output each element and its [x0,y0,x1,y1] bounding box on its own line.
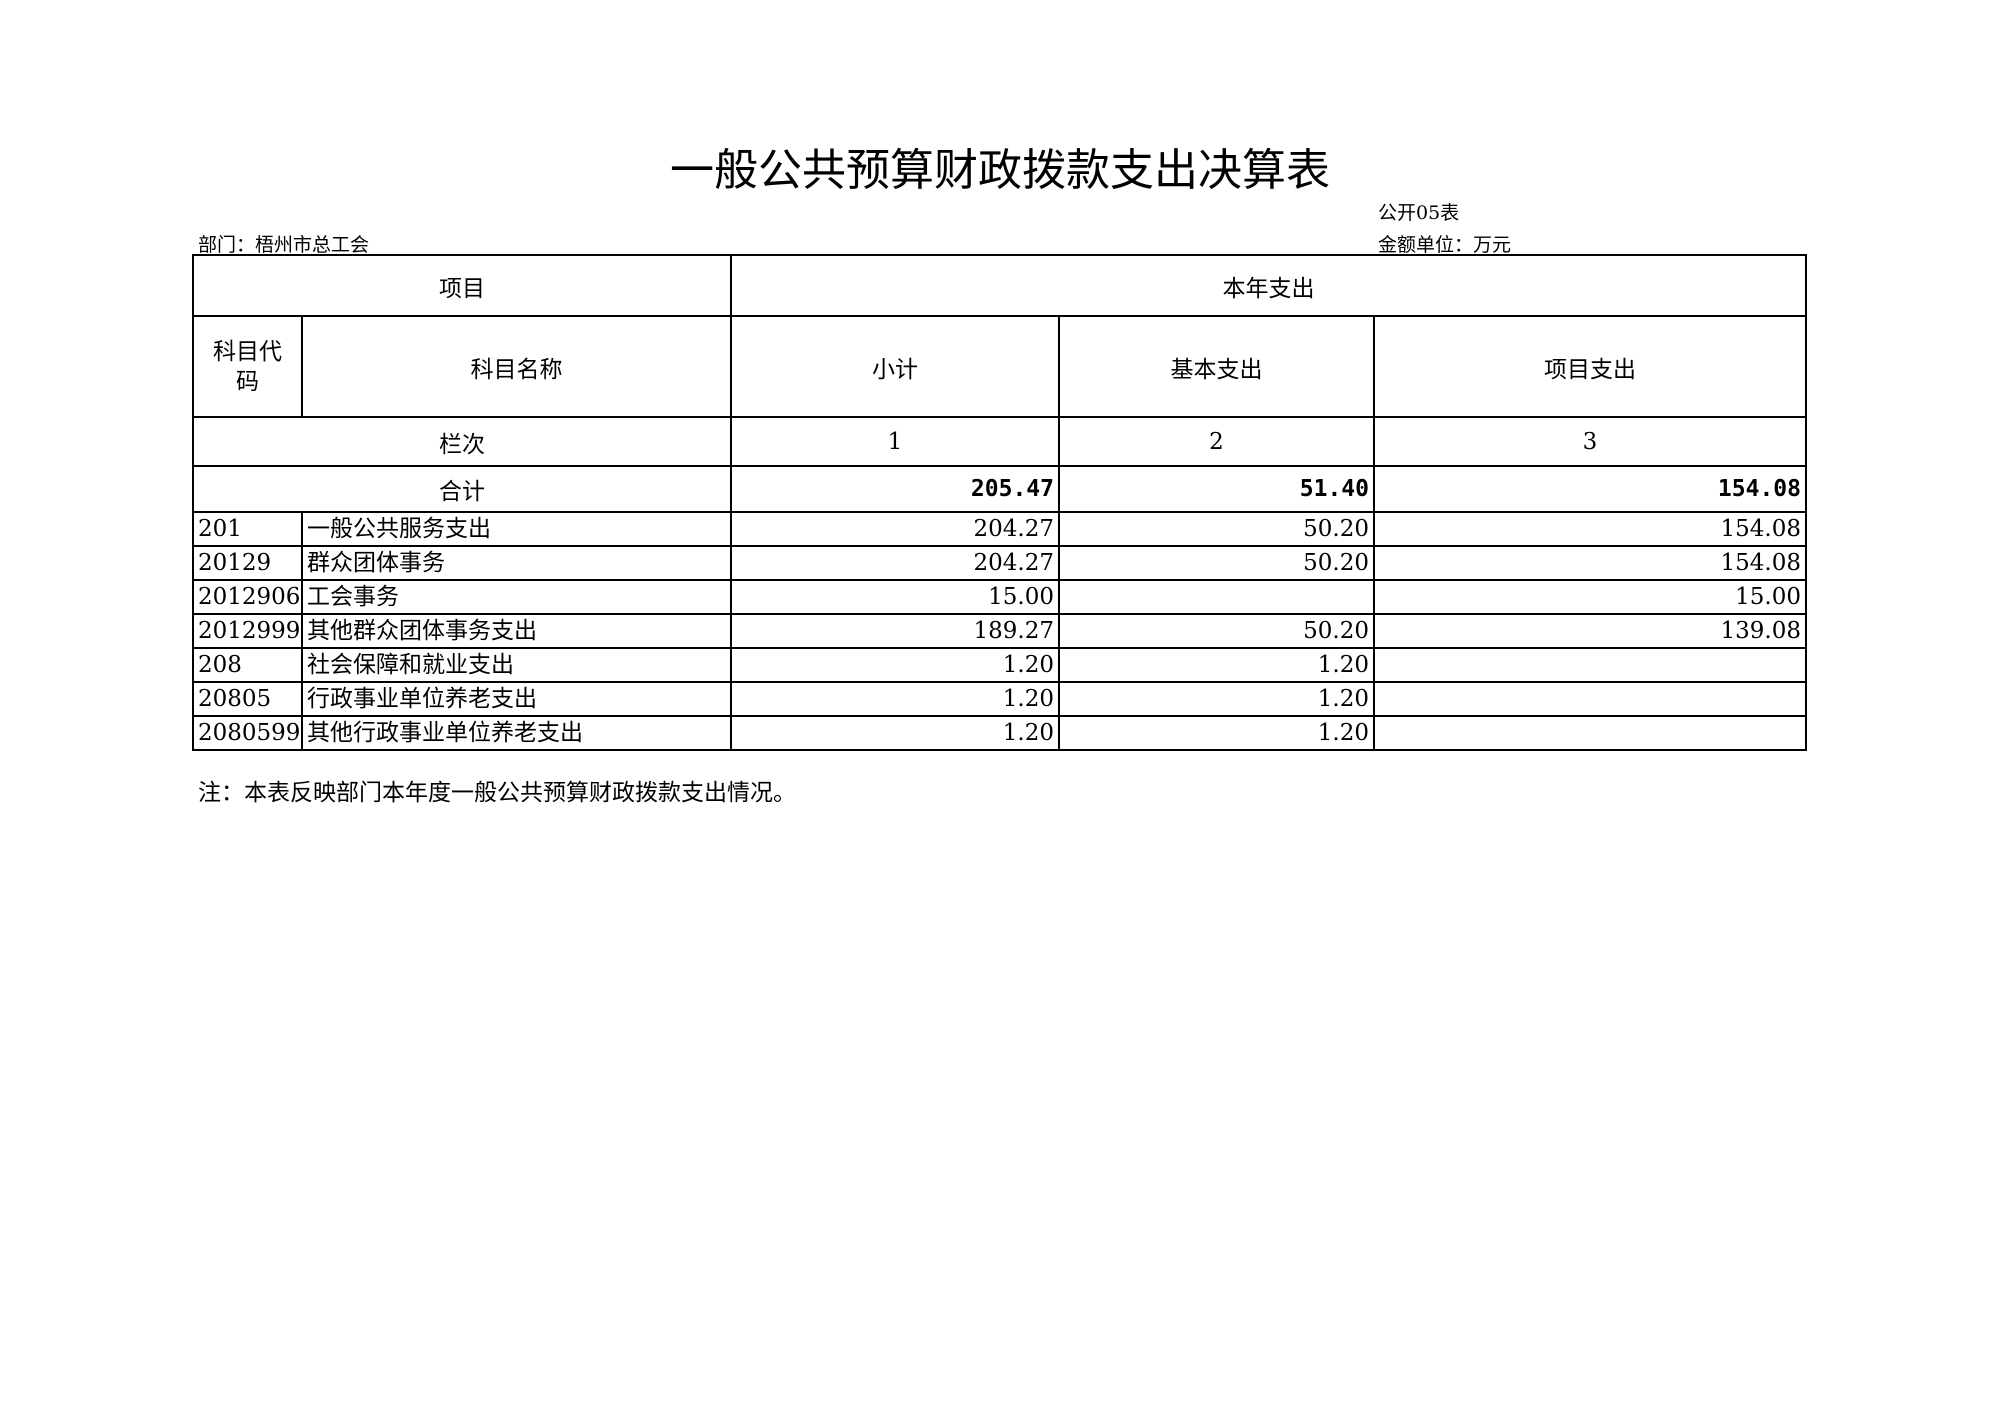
cell-code: 2012999 [192,613,303,649]
header-subtotal: 小计 [730,315,1060,418]
cell-basic: 1.20 [1058,647,1375,683]
table-row: 2012906 工会事务 15.00 15.00 [192,579,1807,615]
header-name: 科目名称 [301,315,732,418]
header-row-1: 项目 本年支出 [192,254,1807,317]
cell-project: 139.08 [1373,613,1807,649]
form-number: 公开05表 [1378,202,1460,224]
header-row-2: 科目代码 科目名称 小计 基本支出 项目支出 [192,315,1807,418]
cell-project [1373,715,1807,751]
cell-subtotal: 1.20 [730,681,1060,717]
cell-code: 208 [192,647,303,683]
cell-basic: 1.20 [1058,715,1375,751]
cell-subtotal: 204.27 [730,545,1060,581]
column-number-1: 1 [730,416,1060,467]
cell-project [1373,681,1807,717]
cell-code: 2080599 [192,715,303,751]
cell-name: 其他群众团体事务支出 [301,613,732,649]
cell-basic [1058,579,1375,615]
cell-name: 社会保障和就业支出 [301,647,732,683]
table-row: 208 社会保障和就业支出 1.20 1.20 [192,647,1807,683]
header-code: 科目代码 [192,315,303,418]
cell-code: 2012906 [192,579,303,615]
cell-code: 201 [192,511,303,547]
cell-subtotal: 189.27 [730,613,1060,649]
cell-project [1373,647,1807,683]
cell-project: 154.08 [1373,545,1807,581]
total-row: 合计 205.47 51.40 154.08 [192,465,1807,513]
header-current-year: 本年支出 [730,254,1807,317]
cell-name: 行政事业单位养老支出 [301,681,732,717]
header-project: 项目支出 [1373,315,1807,418]
cell-project: 15.00 [1373,579,1807,615]
total-subtotal: 205.47 [730,465,1060,513]
table-row: 2080599 其他行政事业单位养老支出 1.20 1.20 [192,715,1807,751]
column-number-row: 栏次 1 2 3 [192,416,1807,467]
unit-label: 金额单位：万元 [1378,234,1512,256]
cell-subtotal: 1.20 [730,647,1060,683]
total-basic: 51.40 [1058,465,1375,513]
cell-basic: 50.20 [1058,613,1375,649]
column-number-3: 3 [1373,416,1807,467]
cell-project: 154.08 [1373,511,1807,547]
table-row: 201 一般公共服务支出 204.27 50.20 154.08 [192,511,1807,547]
cell-code: 20129 [192,545,303,581]
total-project: 154.08 [1373,465,1807,513]
cell-name: 其他行政事业单位养老支出 [301,715,732,751]
page-title: 一般公共预算财政拨款支出决算表 [670,145,1330,196]
cell-subtotal: 15.00 [730,579,1060,615]
table-row: 20805 行政事业单位养老支出 1.20 1.20 [192,681,1807,717]
column-number-label: 栏次 [192,416,732,467]
expenditure-table: 项目 本年支出 科目代码 科目名称 小计 基本支出 项目支出 栏次 1 2 3 … [192,254,1807,751]
cell-basic: 50.20 [1058,511,1375,547]
cell-subtotal: 204.27 [730,511,1060,547]
cell-basic: 50.20 [1058,545,1375,581]
cell-name: 群众团体事务 [301,545,732,581]
table-row: 20129 群众团体事务 204.27 50.20 154.08 [192,545,1807,581]
department-label: 部门：梧州市总工会 [198,234,370,256]
footnote: 注：本表反映部门本年度一般公共预算财政拨款支出情况。 [198,780,796,806]
total-label: 合计 [192,465,732,513]
header-basic: 基本支出 [1058,315,1375,418]
cell-name: 工会事务 [301,579,732,615]
column-number-2: 2 [1058,416,1375,467]
table-row: 2012999 其他群众团体事务支出 189.27 50.20 139.08 [192,613,1807,649]
cell-name: 一般公共服务支出 [301,511,732,547]
cell-subtotal: 1.20 [730,715,1060,751]
cell-code: 20805 [192,681,303,717]
header-item: 项目 [192,254,732,317]
cell-basic: 1.20 [1058,681,1375,717]
